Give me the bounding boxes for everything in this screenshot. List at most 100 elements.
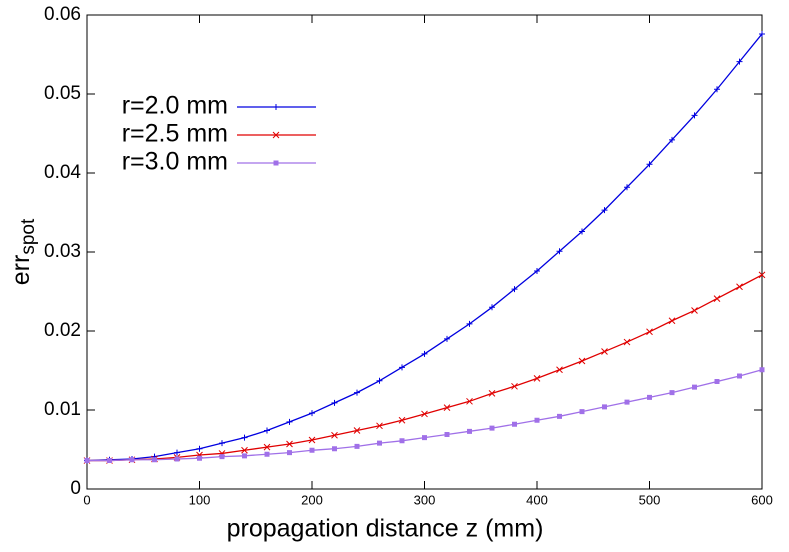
- data-point: [759, 367, 765, 373]
- data-point: [263, 443, 271, 451]
- x-tick-label: 400: [526, 492, 548, 507]
- y-tick-label: 0: [70, 478, 81, 499]
- y-tick-label: 0.06: [44, 4, 81, 25]
- data-point: [736, 283, 743, 291]
- data-point: [556, 366, 563, 374]
- data-point: [511, 382, 518, 390]
- y-tick-label: 0.02: [44, 320, 81, 341]
- data-point: [309, 410, 315, 417]
- data-point: [129, 457, 135, 463]
- data-point: [557, 413, 562, 419]
- data-point: [264, 427, 270, 434]
- data-point: [241, 446, 248, 454]
- data-point: [422, 435, 427, 441]
- y-tick-label: 0.04: [44, 162, 81, 183]
- data-point: [737, 373, 742, 379]
- series-line: [87, 274, 763, 462]
- data-point: [534, 267, 540, 274]
- data-point: [264, 451, 270, 457]
- data-point: [286, 418, 293, 425]
- data-point: [174, 456, 180, 462]
- data-point: [691, 307, 698, 314]
- data-point: [309, 447, 315, 453]
- data-point: [174, 449, 180, 456]
- data-point: [601, 348, 608, 355]
- data-point: [421, 410, 428, 418]
- data-point: [647, 394, 652, 400]
- data-point: [467, 428, 472, 434]
- plot-frame: [86, 14, 763, 490]
- legend-label: r=3.0 mm: [122, 148, 228, 176]
- data-point: [331, 399, 338, 406]
- x-tick-label: 100: [189, 492, 211, 507]
- data-point: [736, 58, 743, 65]
- data-point: [421, 350, 428, 357]
- data-point: [556, 248, 563, 255]
- data-point: [287, 450, 292, 456]
- data-point: [489, 304, 495, 311]
- data-point: [512, 421, 517, 427]
- data-point: [354, 389, 360, 396]
- data-point: [692, 384, 697, 390]
- data-point: [511, 286, 518, 293]
- data-point: [443, 404, 451, 411]
- data-point: [353, 427, 361, 434]
- data-point: [241, 434, 248, 441]
- data-point: [668, 317, 676, 325]
- data-point: [669, 390, 675, 396]
- data-point: [331, 431, 338, 439]
- data-point: [714, 379, 720, 385]
- x-tick-label: 300: [414, 492, 436, 507]
- x-tick-label: 600: [751, 492, 773, 507]
- data-point: [534, 417, 540, 423]
- y-tick-label: 0.03: [44, 241, 81, 262]
- data-point: [399, 364, 405, 371]
- legend-marker: [272, 131, 280, 139]
- y-label-subscript: spot: [18, 218, 39, 255]
- data-point: [107, 458, 112, 464]
- data-point: [399, 438, 405, 444]
- data-point: [489, 425, 495, 431]
- data-point: [533, 375, 541, 382]
- data-point: [713, 295, 721, 302]
- data-point: [623, 338, 631, 346]
- data-point: [759, 30, 765, 37]
- y-tick-label: 0.05: [44, 83, 81, 104]
- data-point: [219, 454, 225, 460]
- data-point: [444, 431, 450, 437]
- data-point: [488, 390, 496, 397]
- data-point: [646, 161, 653, 168]
- x-axis-label: propagation distance z (mm): [227, 515, 544, 543]
- data-point: [376, 377, 383, 384]
- x-tick-label: 200: [301, 492, 323, 507]
- data-point: [624, 399, 630, 405]
- data-point: [466, 397, 473, 405]
- data-point: [579, 409, 585, 415]
- x-tick-label: 500: [639, 492, 661, 507]
- data-point: [714, 86, 720, 93]
- data-point: [377, 440, 382, 446]
- data-point: [669, 136, 675, 143]
- legend-marker: [273, 160, 279, 166]
- data-point: [601, 207, 608, 214]
- data-point: [646, 328, 653, 336]
- data-point: [444, 335, 450, 342]
- y-axis-label: errspot: [7, 218, 39, 285]
- data-point: [242, 453, 247, 459]
- x-tick-label: 0: [83, 492, 90, 507]
- data-point: [84, 458, 90, 464]
- data-point: [602, 404, 607, 410]
- data-point: [308, 436, 316, 444]
- legend-label: r=2.5 mm: [122, 120, 228, 148]
- data-point: [376, 422, 383, 430]
- data-point: [197, 455, 202, 461]
- data-point: [691, 112, 698, 119]
- legend-marker: [273, 104, 279, 110]
- data-point: [286, 440, 293, 448]
- data-point: [152, 457, 157, 463]
- data-point: [354, 443, 360, 449]
- data-point: [624, 184, 630, 191]
- data-point: [579, 228, 585, 235]
- data-point: [219, 440, 225, 447]
